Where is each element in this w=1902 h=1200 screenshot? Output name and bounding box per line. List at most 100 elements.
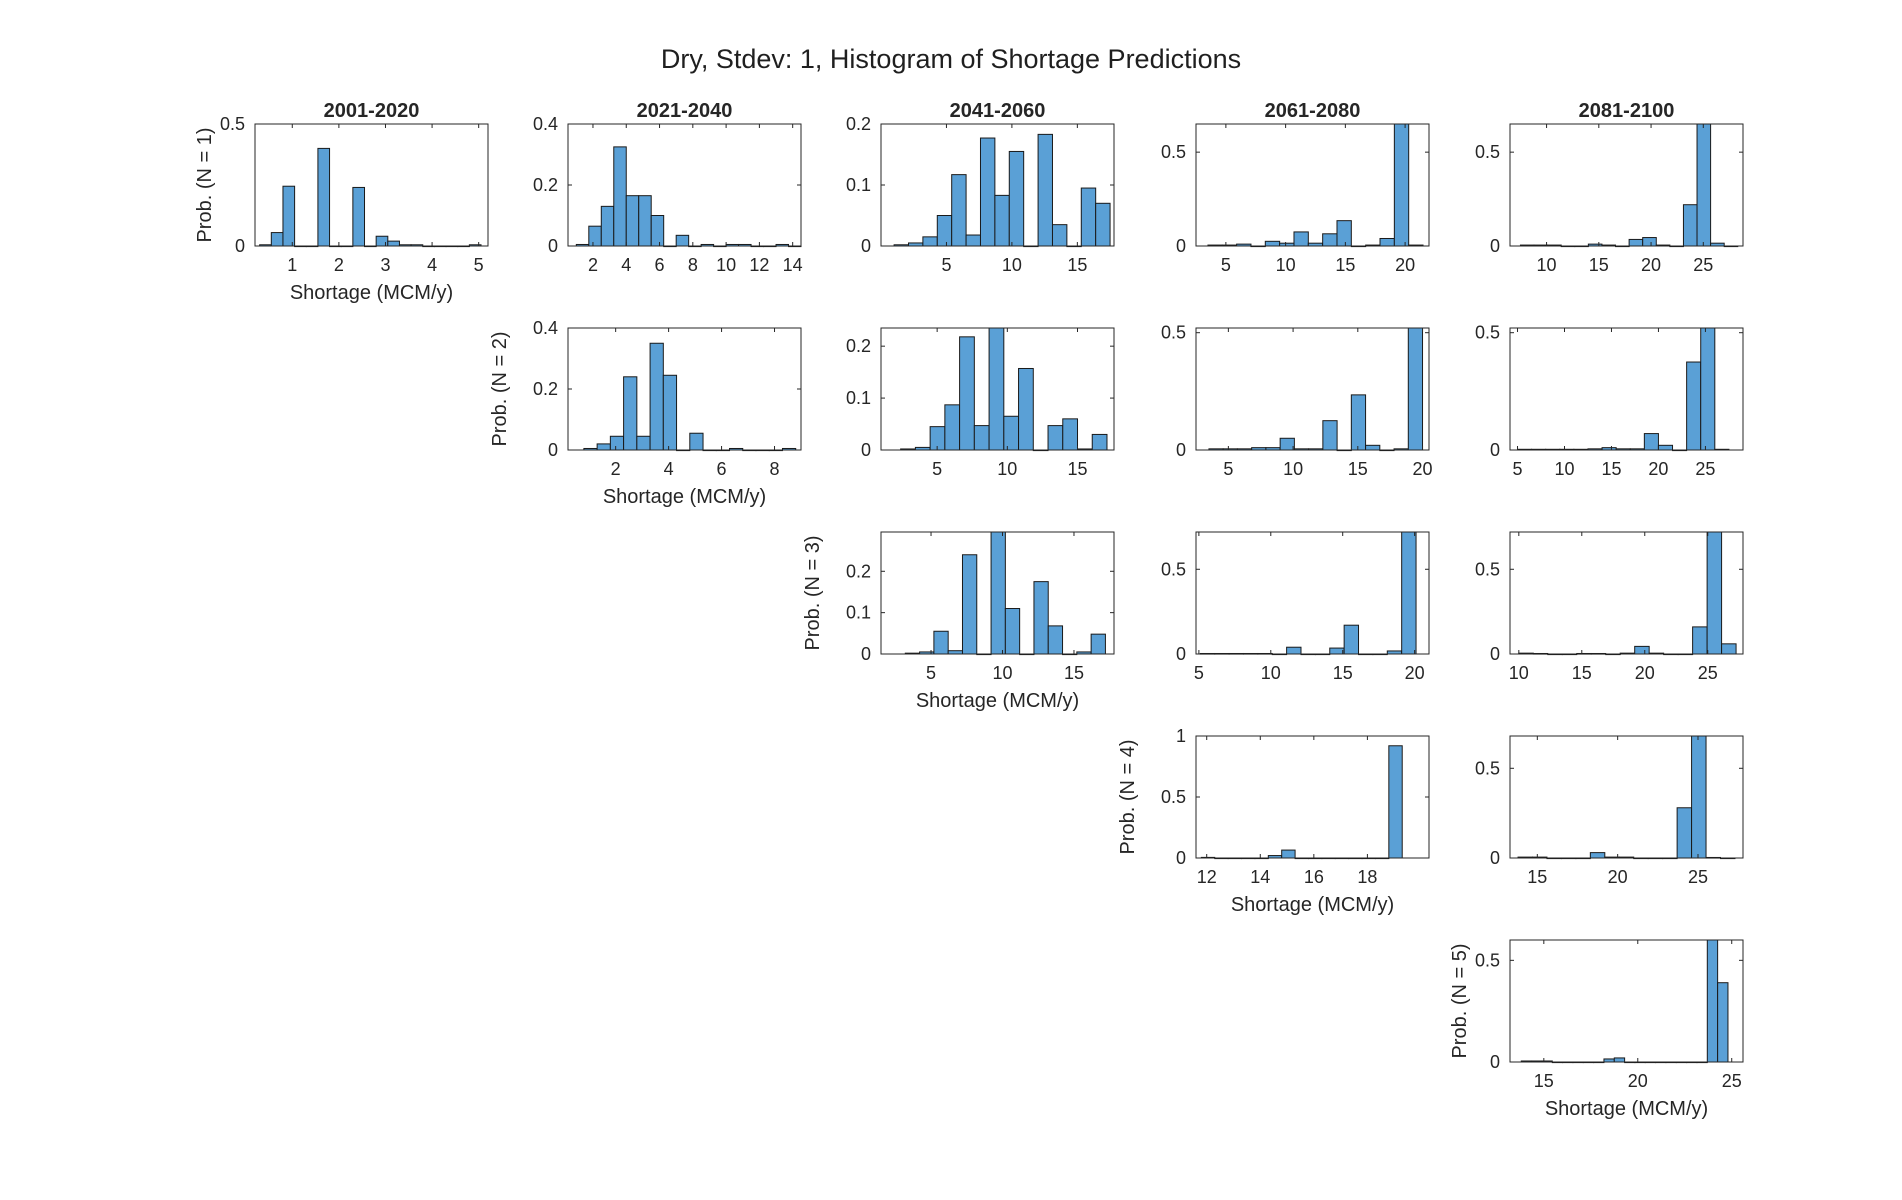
histogram-bar (990, 531, 1006, 655)
y-axis-label: Prob. (N = 3) (802, 535, 824, 650)
histogram-bar (1393, 123, 1410, 247)
histogram-bar (951, 174, 967, 247)
x-tick-label: 2 (334, 255, 344, 275)
axes-frame (1509, 123, 1744, 247)
histogram-bar (1676, 807, 1693, 859)
histogram-bar (961, 554, 978, 655)
x-tick-label: 15 (1348, 459, 1368, 479)
histogram-bar (689, 432, 704, 451)
histogram-bar (1336, 220, 1352, 247)
y-axis-label: Prob. (N = 1) (194, 127, 216, 242)
x-tick-label: 10 (1261, 663, 1281, 683)
histogram-bar (282, 185, 296, 247)
x-tick-label: 15 (1067, 255, 1087, 275)
y-tick-label: 0.2 (846, 336, 871, 356)
histogram-bar (1692, 626, 1708, 655)
histogram-bar (1281, 849, 1296, 859)
panel-2021-2040-n2: 2 4 6 8 0 0.2 0.4 Shortage (MCM/y) Prob. (N = 2) (489, 318, 802, 508)
panel-2061-2080-n4: 12 14 16 18 0 0.5 1 Shortage (MCM/y) Prob. (N = … (1117, 726, 1430, 916)
x-axis-label: Shortage (MCM/y) (290, 282, 453, 304)
y-tick-label: 0.5 (1161, 787, 1186, 807)
x-tick-label: 15 (1589, 255, 1609, 275)
x-tick-label: 5 (1513, 459, 1523, 479)
histogram-bar (375, 235, 389, 247)
y-tick-label: 0 (235, 236, 245, 256)
histogram-bar (588, 225, 602, 247)
x-tick-label: 5 (932, 459, 942, 479)
x-tick-label: 10 (1276, 255, 1296, 275)
x-tick-label: 20 (1413, 459, 1433, 479)
panel-2001-2020-n1: 1 2 3 4 5 0 0.5 2001-2020 Shortage (MCM/y) Prob. … (194, 100, 489, 304)
x-tick-label: 8 (688, 255, 698, 275)
x-tick-label: 10 (997, 459, 1017, 479)
y-tick-label: 0.5 (1161, 142, 1186, 162)
x-tick-label: 1 (287, 255, 297, 275)
x-tick-label: 4 (664, 459, 674, 479)
histogram-bar (1343, 624, 1360, 655)
histogram-bar (1279, 437, 1295, 451)
x-tick-label: 15 (1064, 663, 1084, 683)
panel-2021-2040-n1: 2 4 6 8 10 12 14 0 0.2 0.4 2021-2040 (533, 100, 803, 275)
histogram-bar (1018, 367, 1034, 451)
x-axis-label: Shortage (MCM/y) (916, 690, 1079, 712)
panel-2041-2060-n2: 5 10 15 0 0.1 0.2 (846, 327, 1115, 479)
x-axis-label: Shortage (MCM/y) (1545, 1098, 1708, 1120)
x-tick-label: 5 (1223, 459, 1233, 479)
histogram-bar (922, 236, 938, 247)
x-tick-label: 15 (1527, 867, 1547, 887)
histogram-bar (1264, 240, 1281, 247)
histogram-bar (1329, 647, 1345, 655)
panel-2041-2060-n1: 5 10 15 0 0.1 0.2 2041-2060 (846, 100, 1115, 275)
x-tick-label: 15 (1333, 663, 1353, 683)
histogram-bar (1691, 735, 1707, 859)
x-tick-label: 5 (474, 255, 484, 275)
histogram-bar (988, 327, 1005, 451)
x-tick-label: 20 (1635, 663, 1655, 683)
x-tick-label: 10 (1002, 255, 1022, 275)
panel-2041-2060-n3: 5 10 15 0 0.1 0.2 Shortage (MCM/y) Prob. (N = 3… (802, 531, 1115, 712)
histogram-bar (1090, 633, 1106, 655)
y-tick-label: 0 (861, 236, 871, 256)
histogram-bar (936, 215, 953, 247)
histogram-bar (613, 146, 627, 247)
y-tick-label: 0.5 (1161, 559, 1186, 579)
y-tick-label: 0 (1176, 848, 1186, 868)
y-tick-label: 0 (1490, 1052, 1500, 1072)
y-axis-label: Prob. (N = 2) (489, 331, 511, 446)
panel-2061-2080-n2: 5 10 15 20 0 0.5 (1161, 323, 1433, 479)
histogram-bar (973, 425, 990, 451)
y-tick-label: 0.1 (846, 175, 871, 195)
histogram-bar (1634, 645, 1650, 655)
histogram-bar (994, 194, 1010, 247)
histogram-bar (933, 630, 949, 655)
histogram-bar (1717, 982, 1729, 1063)
panel-2081-2100-n2: 5 10 15 20 25 0 0.5 (1475, 323, 1744, 479)
histogram-bar (1706, 939, 1719, 1063)
panel-2081-2100-n5: 15 20 25 0 0.5 Shortage (MCM/y) Prob. (N = 5) (1449, 939, 1744, 1120)
x-tick-label: 6 (717, 459, 727, 479)
histogram-bar (1293, 231, 1309, 247)
histogram-bar (965, 234, 981, 247)
x-tick-label: 25 (1722, 1071, 1742, 1091)
histogram-bar (1696, 123, 1712, 247)
x-tick-label: 5 (1221, 255, 1231, 275)
x-tick-label: 20 (1628, 1071, 1648, 1091)
y-tick-label: 0 (1176, 644, 1186, 664)
x-tick-label: 10 (1537, 255, 1557, 275)
histogram-bar (1407, 327, 1424, 451)
x-tick-label: 12 (749, 255, 769, 275)
y-tick-label: 0.5 (1475, 142, 1500, 162)
histogram-bar (1613, 1057, 1626, 1063)
histogram-bar (1004, 608, 1021, 655)
histogram-bar (596, 443, 611, 451)
histogram-bar (1706, 531, 1723, 655)
histogram-bar (1062, 418, 1079, 451)
y-tick-label: 0 (1490, 644, 1500, 664)
x-tick-label: 5 (926, 663, 936, 683)
histogram-bar (317, 147, 331, 247)
histogram-bar (636, 435, 651, 451)
y-tick-label: 0.2 (846, 114, 871, 134)
panel-title: 2001-2020 (324, 100, 420, 122)
y-tick-label: 0.5 (1475, 323, 1500, 343)
histogram-bar (1322, 420, 1338, 451)
